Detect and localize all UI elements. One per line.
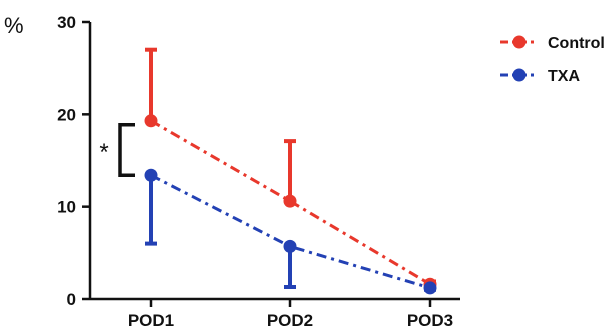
series-txa bbox=[144, 168, 437, 295]
legend-item-control: Control bbox=[500, 35, 605, 52]
legend-marker-txa bbox=[512, 68, 526, 82]
significance-bracket bbox=[118, 123, 135, 178]
series-line-txa bbox=[150, 173, 431, 290]
data-point-txa bbox=[283, 239, 297, 253]
data-point-txa bbox=[423, 281, 437, 295]
y-tick-label: 0 bbox=[67, 290, 76, 309]
y-axis: 0 10 20 30 bbox=[57, 13, 92, 309]
data-point-control bbox=[144, 114, 158, 128]
y-tick-label: 30 bbox=[57, 13, 76, 32]
y-tick-label: 10 bbox=[57, 198, 76, 217]
legend-item-txa: TXA bbox=[500, 68, 580, 85]
x-axis: POD1 POD2 POD3 bbox=[90, 297, 460, 330]
x-tick-label: POD3 bbox=[407, 311, 453, 330]
significance-marker: * bbox=[99, 139, 108, 166]
legend-marker-control bbox=[512, 35, 526, 49]
x-tick-label: POD2 bbox=[267, 311, 313, 330]
significance-annotation: * bbox=[99, 123, 135, 178]
series-line-control bbox=[150, 119, 431, 286]
data-point-txa bbox=[144, 168, 158, 182]
y-tick-label: 20 bbox=[57, 105, 76, 124]
legend-label-control: Control bbox=[548, 35, 605, 52]
y-axis-label: % bbox=[4, 13, 24, 38]
data-point-control bbox=[283, 194, 297, 208]
legend: Control TXA bbox=[500, 35, 605, 85]
x-tick-label: POD1 bbox=[128, 311, 174, 330]
legend-label-txa: TXA bbox=[548, 68, 580, 85]
series-layer bbox=[144, 47, 437, 295]
